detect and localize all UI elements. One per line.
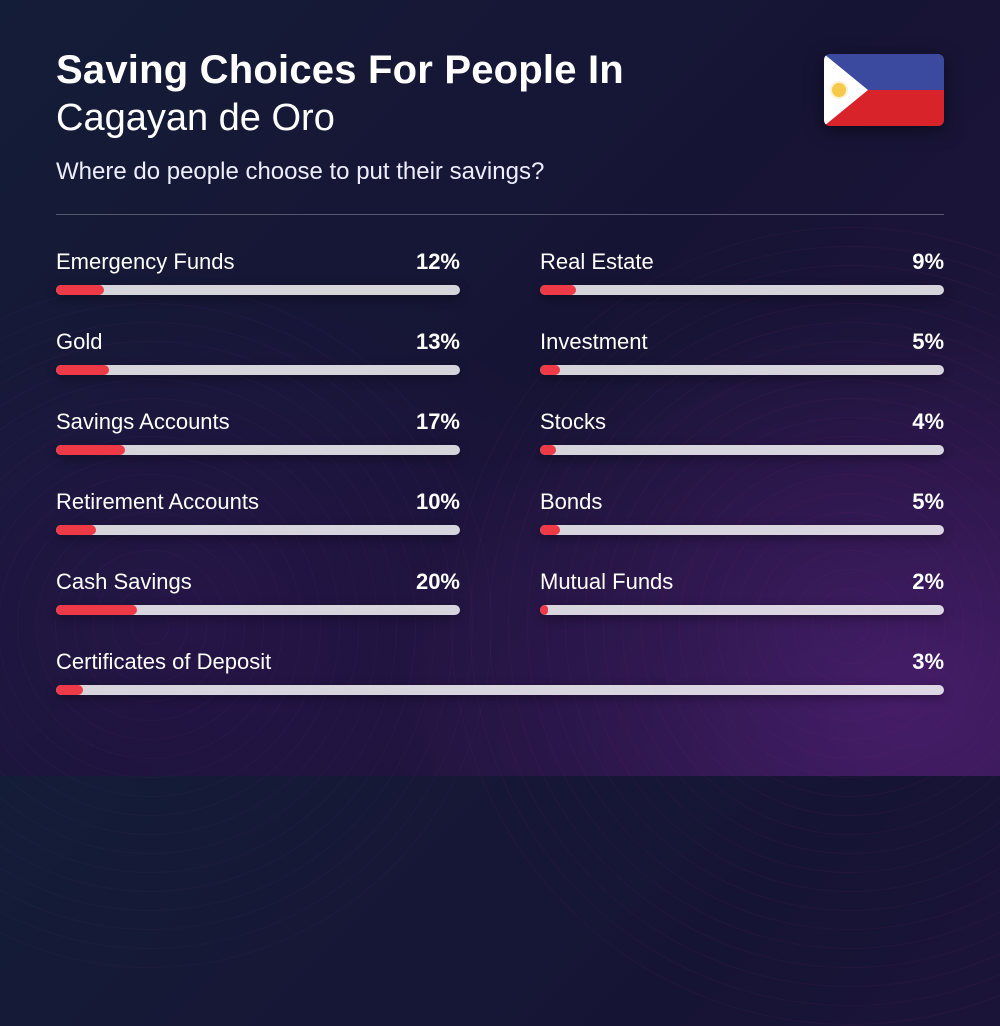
bar-track	[540, 365, 944, 375]
bar-item: Mutual Funds 2%	[540, 569, 944, 615]
page-title-line1: Saving Choices For People In	[56, 48, 824, 93]
bar-item-label: Emergency Funds	[56, 249, 235, 275]
bar-fill	[56, 365, 109, 375]
bar-item: Retirement Accounts 10%	[56, 489, 460, 535]
bar-item-label: Cash Savings	[56, 569, 192, 595]
bar-fill	[56, 285, 104, 295]
bar-track	[56, 285, 460, 295]
bar-track	[56, 525, 460, 535]
bar-item: Emergency Funds 12%	[56, 249, 460, 295]
bar-item: Investment 5%	[540, 329, 944, 375]
bar-fill	[540, 605, 548, 615]
bar-fill	[540, 445, 556, 455]
bar-item: Savings Accounts 17%	[56, 409, 460, 455]
bar-fill	[540, 525, 560, 535]
bar-item-head: Gold 13%	[56, 329, 460, 355]
bar-item: Certificates of Deposit 3%	[56, 649, 944, 695]
bar-item-value: 17%	[416, 409, 460, 435]
bar-item: Real Estate 9%	[540, 249, 944, 295]
bar-track	[540, 285, 944, 295]
bar-track	[56, 605, 460, 615]
bar-track	[56, 445, 460, 455]
bar-track	[540, 605, 944, 615]
bar-item: Bonds 5%	[540, 489, 944, 535]
bar-fill	[540, 285, 576, 295]
bar-item-head: Cash Savings 20%	[56, 569, 460, 595]
page-title-line2: Cagayan de Oro	[56, 97, 824, 140]
bar-item-label: Certificates of Deposit	[56, 649, 271, 675]
bar-item-head: Savings Accounts 17%	[56, 409, 460, 435]
bar-item-label: Stocks	[540, 409, 606, 435]
divider	[56, 214, 944, 215]
bar-item-value: 9%	[912, 249, 944, 275]
bar-item-label: Mutual Funds	[540, 569, 673, 595]
page-subtitle: Where do people choose to put their savi…	[56, 158, 824, 186]
philippines-flag-icon	[824, 54, 944, 126]
bar-item: Cash Savings 20%	[56, 569, 460, 615]
bar-item-label: Retirement Accounts	[56, 489, 259, 515]
bar-item-label: Gold	[56, 329, 102, 355]
bar-track	[540, 525, 944, 535]
bar-item-value: 5%	[912, 489, 944, 515]
bar-item-head: Bonds 5%	[540, 489, 944, 515]
bar-fill	[56, 525, 96, 535]
bar-track	[540, 445, 944, 455]
bar-track	[56, 685, 944, 695]
bar-item-head: Mutual Funds 2%	[540, 569, 944, 595]
bars-grid: Emergency Funds 12% Real Estate 9% Gold 13% In…	[56, 249, 944, 695]
bar-item-label: Investment	[540, 329, 648, 355]
bar-item-value: 5%	[912, 329, 944, 355]
bar-item-head: Stocks 4%	[540, 409, 944, 435]
bar-item-value: 13%	[416, 329, 460, 355]
bar-item: Gold 13%	[56, 329, 460, 375]
bar-item: Stocks 4%	[540, 409, 944, 455]
bar-item-value: 2%	[912, 569, 944, 595]
bar-item-value: 12%	[416, 249, 460, 275]
bar-item-label: Savings Accounts	[56, 409, 230, 435]
bar-item-value: 10%	[416, 489, 460, 515]
bar-item-head: Emergency Funds 12%	[56, 249, 460, 275]
bar-fill	[56, 605, 137, 615]
bar-fill	[56, 685, 83, 695]
bar-item-value: 4%	[912, 409, 944, 435]
bar-item-head: Investment 5%	[540, 329, 944, 355]
bar-track	[56, 365, 460, 375]
bar-item-head: Certificates of Deposit 3%	[56, 649, 944, 675]
bar-fill	[540, 365, 560, 375]
bar-item-label: Bonds	[540, 489, 602, 515]
bar-fill	[56, 445, 125, 455]
header: Saving Choices For People In Cagayan de …	[56, 48, 944, 186]
bar-item-head: Real Estate 9%	[540, 249, 944, 275]
title-block: Saving Choices For People In Cagayan de …	[56, 48, 824, 186]
bar-item-value: 3%	[912, 649, 944, 675]
bar-item-head: Retirement Accounts 10%	[56, 489, 460, 515]
bar-item-label: Real Estate	[540, 249, 654, 275]
bar-item-value: 20%	[416, 569, 460, 595]
